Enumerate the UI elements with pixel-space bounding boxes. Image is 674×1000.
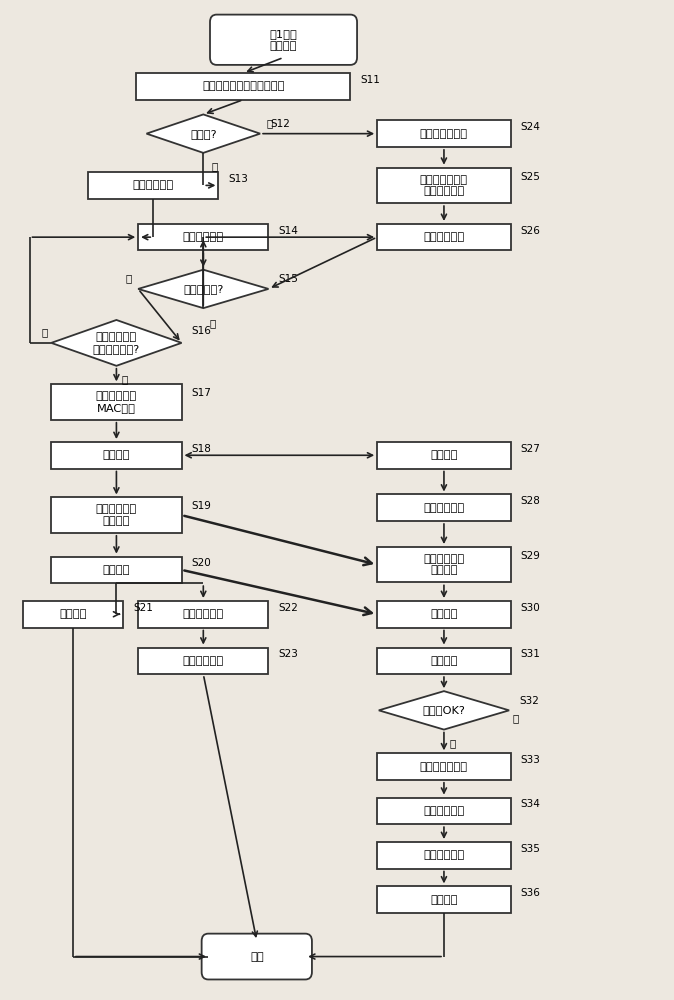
FancyBboxPatch shape xyxy=(210,15,357,65)
Text: S19: S19 xyxy=(191,501,212,511)
Text: S28: S28 xyxy=(521,496,541,506)
Bar xyxy=(377,168,511,203)
Text: 存在临时终端
名称的子终端?: 存在临时终端 名称的子终端? xyxy=(93,332,140,354)
Text: 解除配对: 解除配对 xyxy=(59,609,87,619)
Text: 解除隐形模式: 解除隐形模式 xyxy=(183,609,224,619)
Text: 否: 否 xyxy=(125,274,131,284)
Bar xyxy=(377,601,511,628)
Text: S12: S12 xyxy=(270,119,290,129)
Text: 结束通知对话: 结束通知对话 xyxy=(423,850,464,860)
Text: 校验和OK?: 校验和OK? xyxy=(423,705,465,715)
Text: 发送数据: 发送数据 xyxy=(102,565,130,575)
Bar xyxy=(377,753,511,780)
Text: 否: 否 xyxy=(42,328,48,338)
Bar xyxy=(51,442,181,469)
Text: S26: S26 xyxy=(521,226,541,236)
Bar xyxy=(138,648,268,674)
Text: 结束通知对话: 结束通知对话 xyxy=(183,656,224,666)
Bar xyxy=(51,557,181,583)
Text: 检索周边终端: 检索周边终端 xyxy=(183,232,224,242)
Bar xyxy=(138,224,268,250)
Text: S31: S31 xyxy=(521,649,541,659)
Bar xyxy=(377,547,511,582)
Text: S23: S23 xyxy=(278,649,299,659)
Bar xyxy=(377,224,511,250)
Text: S34: S34 xyxy=(521,799,541,809)
Bar xyxy=(377,494,511,521)
Text: S18: S18 xyxy=(191,444,212,454)
Text: 接收数据: 接收数据 xyxy=(430,609,458,619)
Text: S20: S20 xyxy=(191,558,212,568)
Text: 是: 是 xyxy=(122,374,128,384)
Text: S17: S17 xyxy=(191,388,212,398)
Bar xyxy=(136,73,350,100)
Text: S14: S14 xyxy=(278,226,299,236)
Text: 否: 否 xyxy=(512,713,519,723)
Bar xyxy=(377,442,511,469)
Text: S11: S11 xyxy=(361,75,380,85)
Text: S22: S22 xyxy=(278,603,299,613)
Text: S32: S32 xyxy=(519,696,539,706)
Text: S15: S15 xyxy=(278,274,299,284)
Text: 设定隐形模式: 设定隐形模式 xyxy=(423,503,464,513)
Polygon shape xyxy=(138,270,268,308)
Text: 恢复本终端名称: 恢复本终端名称 xyxy=(420,762,468,772)
Text: 有中断输入?: 有中断输入? xyxy=(183,284,224,294)
Text: 是: 是 xyxy=(212,161,218,171)
Text: 母终端或子终端的选择输入: 母终端或子终端的选择输入 xyxy=(202,81,284,91)
Text: S30: S30 xyxy=(521,603,541,613)
Text: 解除配对: 解除配对 xyxy=(430,656,458,666)
Bar xyxy=(138,601,268,628)
Bar xyxy=(377,798,511,824)
Text: 是: 是 xyxy=(450,738,456,748)
Text: 发送对象数据
的校验和: 发送对象数据 的校验和 xyxy=(96,504,137,526)
Text: S36: S36 xyxy=(521,888,541,898)
Bar xyxy=(88,172,218,199)
Text: S25: S25 xyxy=(521,172,541,182)
Polygon shape xyxy=(51,320,181,366)
Text: S13: S13 xyxy=(228,174,248,184)
Text: 软件重置: 软件重置 xyxy=(430,895,458,905)
Text: S27: S27 xyxy=(521,444,541,454)
Text: S35: S35 xyxy=(521,844,541,854)
Text: 开始配对模式: 开始配对模式 xyxy=(423,232,464,242)
Bar xyxy=(377,886,511,913)
Bar xyxy=(377,842,511,869)
Text: S33: S33 xyxy=(521,755,541,765)
Text: S16: S16 xyxy=(191,326,212,336)
FancyBboxPatch shape xyxy=(202,934,312,979)
Text: 开始配对: 开始配对 xyxy=(430,450,458,460)
Text: 否: 否 xyxy=(267,118,273,128)
Bar xyxy=(377,648,511,674)
Bar xyxy=(51,384,181,420)
Text: 开始配对: 开始配对 xyxy=(102,450,130,460)
Text: 变更为子终端的
临时终端名称: 变更为子终端的 临时终端名称 xyxy=(420,175,468,196)
Polygon shape xyxy=(146,114,260,153)
Bar xyxy=(51,497,181,533)
Text: S29: S29 xyxy=(521,551,541,561)
Text: 接收对象数据
的校验和: 接收对象数据 的校验和 xyxy=(423,554,464,575)
Polygon shape xyxy=(379,691,509,730)
Bar xyxy=(377,120,511,147)
Text: 结束: 结束 xyxy=(250,952,264,962)
Text: 存储本终端名称: 存储本终端名称 xyxy=(420,129,468,139)
Text: S21: S21 xyxy=(133,603,153,613)
Text: 母终端?: 母终端? xyxy=(190,129,216,139)
Text: 设定隐形模式: 设定隐形模式 xyxy=(133,180,174,190)
Bar xyxy=(23,601,123,628)
Text: 第1数据
复制处理: 第1数据 复制处理 xyxy=(270,29,297,51)
Text: 是: 是 xyxy=(210,318,216,328)
Text: 解除隐形模式: 解除隐形模式 xyxy=(423,806,464,816)
Text: S24: S24 xyxy=(521,122,541,132)
Text: 取得子终端的
MAC地址: 取得子终端的 MAC地址 xyxy=(96,391,137,413)
